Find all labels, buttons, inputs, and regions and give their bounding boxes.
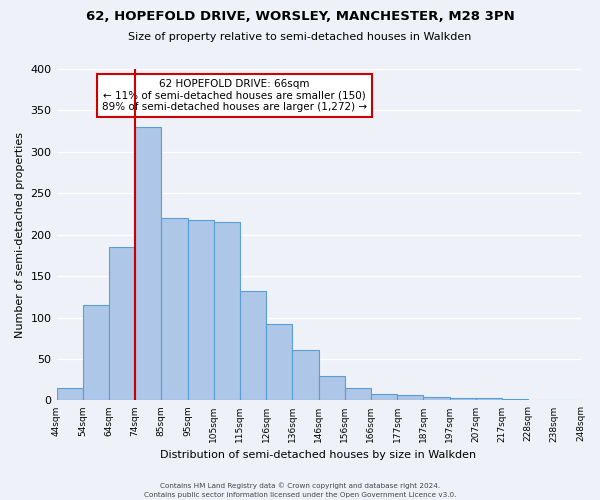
Bar: [83, 305, 109, 400]
Text: 62 HOPEFOLD DRIVE: 66sqm
← 11% of semi-detached houses are smaller (150)
89% of : 62 HOPEFOLD DRIVE: 66sqm ← 11% of semi-d…: [102, 79, 367, 112]
Bar: [371, 394, 397, 400]
Bar: [292, 350, 319, 401]
X-axis label: Distribution of semi-detached houses by size in Walkden: Distribution of semi-detached houses by …: [160, 450, 476, 460]
Text: Contains public sector information licensed under the Open Government Licence v3: Contains public sector information licen…: [144, 492, 456, 498]
Bar: [397, 394, 424, 400]
Bar: [424, 397, 449, 400]
Y-axis label: Number of semi-detached properties: Number of semi-detached properties: [15, 132, 25, 338]
Bar: [345, 388, 371, 400]
Bar: [188, 220, 214, 400]
Bar: [56, 388, 83, 400]
Bar: [109, 247, 135, 400]
Text: Contains HM Land Registry data © Crown copyright and database right 2024.: Contains HM Land Registry data © Crown c…: [160, 482, 440, 489]
Bar: [240, 291, 266, 401]
Bar: [214, 222, 240, 400]
Bar: [319, 376, 345, 400]
Text: 62, HOPEFOLD DRIVE, WORSLEY, MANCHESTER, M28 3PN: 62, HOPEFOLD DRIVE, WORSLEY, MANCHESTER,…: [86, 10, 514, 23]
Text: Size of property relative to semi-detached houses in Walkden: Size of property relative to semi-detach…: [128, 32, 472, 42]
Bar: [266, 324, 292, 400]
Bar: [502, 399, 528, 400]
Bar: [476, 398, 502, 400]
Bar: [135, 127, 161, 400]
Bar: [449, 398, 476, 400]
Bar: [161, 218, 188, 400]
